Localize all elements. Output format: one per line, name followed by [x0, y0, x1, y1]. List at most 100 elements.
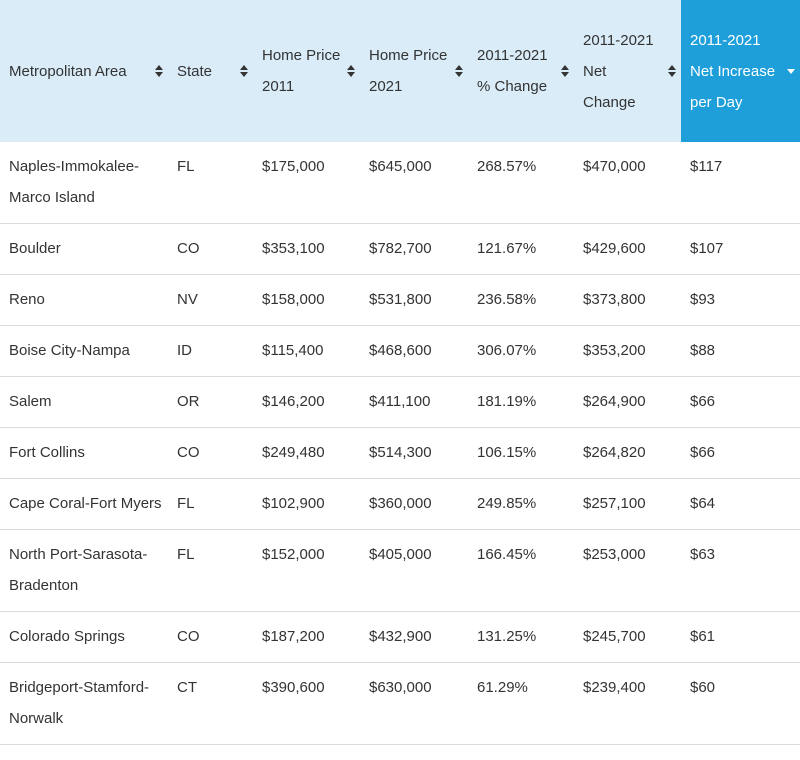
- table-cell: $66: [681, 427, 800, 479]
- table-cell: Boulder: [0, 223, 168, 275]
- table-cell: $253,000: [574, 529, 681, 612]
- header-label: 2011-2021 Net Change: [583, 31, 654, 111]
- table-cell: $88: [681, 325, 800, 377]
- table-cell: $146,200: [253, 376, 360, 428]
- table-cell: $66: [681, 376, 800, 428]
- table-cell: 249.85%: [468, 478, 574, 530]
- column-header[interactable]: 2011-2021 % Change: [468, 0, 574, 142]
- table-cell: $264,900: [574, 376, 681, 428]
- table-cell: $64: [681, 478, 800, 530]
- table-cell: $257,100: [574, 478, 681, 530]
- table-cell: CO: [168, 427, 253, 479]
- table-cell: Reno: [0, 274, 168, 326]
- table-row: Naples-Immokalee-Marco Island FL $175,000 $…: [0, 142, 800, 224]
- header-label: State: [177, 62, 213, 80]
- table-cell: $107: [681, 223, 800, 275]
- table-cell: Boise City-Nampa: [0, 325, 168, 377]
- table-cell: CO: [168, 223, 253, 275]
- table-cell: 181.19%: [468, 376, 574, 428]
- table-cell: Naples-Immokalee-Marco Island: [0, 142, 168, 224]
- table-row: Cape Coral-Fort Myers FL $102,900 $360,000 2…: [0, 478, 800, 530]
- table-cell: $187,200: [253, 611, 360, 663]
- header-content: State: [177, 56, 249, 87]
- header-label: 2011-2021 % Change: [477, 47, 548, 95]
- sort-icon: [240, 65, 248, 77]
- column-header[interactable]: Home Price 2021: [360, 0, 468, 142]
- header-label: 2011-2021 Net Increase per Day: [690, 31, 776, 111]
- table-cell: $531,800: [360, 274, 468, 326]
- column-header[interactable]: 2011-2021 Net Change: [574, 0, 681, 142]
- table-row: Salem OR $146,200 $411,100 181.19% $264,900 $6…: [0, 376, 800, 428]
- table-cell: $245,700: [574, 611, 681, 663]
- table-cell: ID: [168, 325, 253, 377]
- sort-icon: [347, 65, 355, 77]
- sort-icon: [787, 69, 795, 74]
- table-cell: $63: [681, 529, 800, 612]
- table-cell: 268.57%: [468, 142, 574, 224]
- table-cell: $782,700: [360, 223, 468, 275]
- header-label: Home Price 2021: [369, 47, 448, 95]
- table-body: Naples-Immokalee-Marco Island FL $175,000 $…: [0, 142, 800, 745]
- table-row: Colorado Springs CO $187,200 $432,900 131.25…: [0, 611, 800, 663]
- table-cell: $152,000: [253, 529, 360, 612]
- table-cell: $468,600: [360, 325, 468, 377]
- table-cell: $411,100: [360, 376, 468, 428]
- table-cell: $115,400: [253, 325, 360, 377]
- column-header[interactable]: Metropolitan Area: [0, 0, 168, 142]
- table-cell: $93: [681, 274, 800, 326]
- table-row: Boise City-Nampa ID $115,400 $468,600 306.07…: [0, 325, 800, 377]
- sort-icon: [455, 65, 463, 77]
- table-cell: $630,000: [360, 662, 468, 745]
- table-row: Bridgeport-Stamford-Norwalk CT $390,600 $63…: [0, 662, 800, 745]
- header-row: Metropolitan Area State Home Price 2011 Hom…: [0, 0, 800, 142]
- table-cell: $373,800: [574, 274, 681, 326]
- table-cell: $514,300: [360, 427, 468, 479]
- table-cell: FL: [168, 529, 253, 612]
- sort-icon: [668, 65, 676, 77]
- table-cell: Cape Coral-Fort Myers: [0, 478, 168, 530]
- table-cell: FL: [168, 142, 253, 224]
- column-header[interactable]: 2011-2021 Net Increase per Day: [681, 0, 800, 142]
- table-cell: CO: [168, 611, 253, 663]
- table-cell: $102,900: [253, 478, 360, 530]
- header-content: 2011-2021 Net Change: [583, 25, 677, 118]
- table-cell: 121.67%: [468, 223, 574, 275]
- table-cell: $360,000: [360, 478, 468, 530]
- table-cell: $61: [681, 611, 800, 663]
- table-cell: 106.15%: [468, 427, 574, 479]
- table-cell: $60: [681, 662, 800, 745]
- table-cell: 306.07%: [468, 325, 574, 377]
- table-cell: 236.58%: [468, 274, 574, 326]
- column-header[interactable]: State: [168, 0, 253, 142]
- sort-icon: [155, 65, 163, 77]
- table-cell: $353,100: [253, 223, 360, 275]
- header-content: 2011-2021 Net Increase per Day: [690, 25, 796, 118]
- table-cell: NV: [168, 274, 253, 326]
- table-cell: $175,000: [253, 142, 360, 224]
- table-cell: CT: [168, 662, 253, 745]
- table-cell: 166.45%: [468, 529, 574, 612]
- table-cell: $117: [681, 142, 800, 224]
- table-cell: Salem: [0, 376, 168, 428]
- table-cell: $239,400: [574, 662, 681, 745]
- table-cell: Colorado Springs: [0, 611, 168, 663]
- table-cell: $353,200: [574, 325, 681, 377]
- table-cell: $390,600: [253, 662, 360, 745]
- header-content: Home Price 2021: [369, 40, 464, 102]
- table-cell: $470,000: [574, 142, 681, 224]
- table-row: Fort Collins CO $249,480 $514,300 106.15% $26…: [0, 427, 800, 479]
- table-row: North Port-Sarasota-Bradenton FL $152,000 $…: [0, 529, 800, 612]
- table-cell: OR: [168, 376, 253, 428]
- header-content: Home Price 2011: [262, 40, 356, 102]
- column-header[interactable]: Home Price 2011: [253, 0, 360, 142]
- header-content: Metropolitan Area: [9, 56, 164, 87]
- table-cell: FL: [168, 478, 253, 530]
- table-cell: $405,000: [360, 529, 468, 612]
- table-row: Reno NV $158,000 $531,800 236.58% $373,800 $93: [0, 274, 800, 326]
- table-cell: $264,820: [574, 427, 681, 479]
- sort-icon: [561, 65, 569, 77]
- header-label: Metropolitan Area: [9, 62, 127, 80]
- header-content: 2011-2021 % Change: [477, 40, 570, 102]
- header-label: Home Price 2011: [262, 47, 341, 95]
